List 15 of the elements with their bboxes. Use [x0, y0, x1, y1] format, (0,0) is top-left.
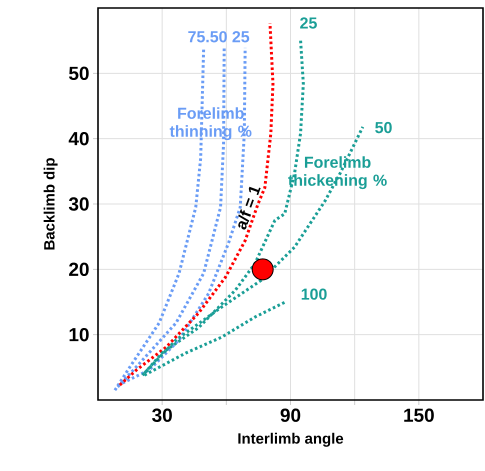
y-axis-title: Backlimb dip [44, 158, 58, 250]
annotation: a/f = 1 [238, 186, 261, 230]
annotation: 100 [302, 288, 327, 300]
annotation: 75.50 25 [188, 31, 250, 42]
y-tick-label: 20 [69, 262, 89, 276]
y-tick-label: 30 [68, 197, 89, 211]
x-tick-label: 150 [404, 408, 434, 422]
annotation: 50 [375, 122, 392, 134]
x-tick-label: 30 [152, 408, 172, 422]
x-axis-title: Interlimb angle [238, 432, 344, 447]
y-tick-label: 40 [68, 132, 89, 146]
annotation: 25 [300, 17, 317, 29]
y-tick-label: 10 [70, 328, 89, 342]
y-tick-label: 50 [69, 66, 89, 80]
x-tick-label: 90 [280, 408, 300, 422]
